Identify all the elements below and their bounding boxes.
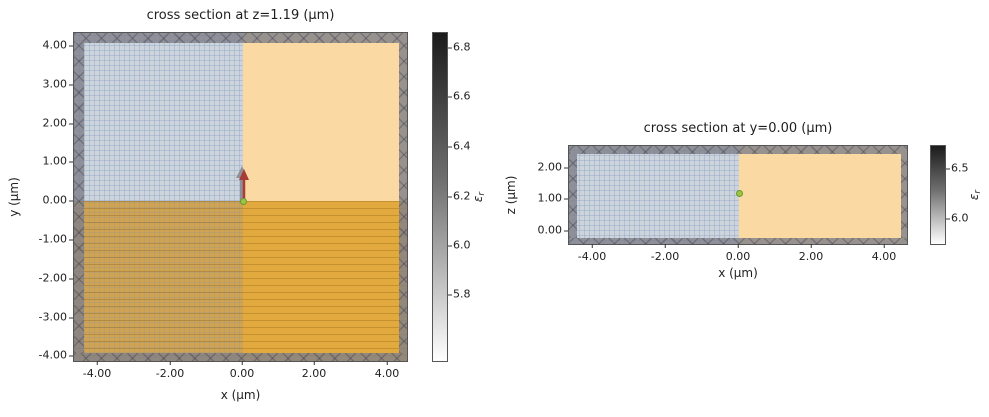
pml-left: [74, 43, 84, 353]
pml-bottom: [74, 353, 407, 361]
left-y-tick: 4.00: [25, 39, 73, 52]
left-x-axis-label: x (μm): [220, 388, 261, 402]
left-y-tick: -1.00: [25, 233, 73, 246]
left-cbar-tick: 6.0: [448, 238, 471, 252]
left-x-tick: -4.00: [82, 361, 112, 380]
epsilon-symbol: ε: [471, 195, 485, 203]
right-y-tick: 1.00: [520, 192, 568, 205]
epsilon-symbol: ε: [967, 193, 981, 201]
monitor-point-icon: [239, 198, 247, 205]
pml-left: [569, 154, 577, 238]
left-cbar-tick: 5.8: [448, 287, 471, 301]
right-y-tick: 2.00: [520, 161, 568, 174]
pml-top: [569, 146, 907, 154]
left-x-tick: -2.00: [155, 361, 185, 380]
left-y-tick: -4.00: [25, 349, 73, 362]
left-x-tick: 2.00: [301, 361, 327, 380]
right-region-left-half: [569, 146, 739, 244]
right-colorbar-label: εr: [967, 190, 983, 200]
monitor-point-icon: [735, 190, 743, 197]
pml-bottom: [569, 238, 907, 244]
source-arrow-icon: [236, 166, 249, 201]
epsilon-subscript: r: [973, 189, 983, 194]
right-x-axis-label: x (μm): [718, 266, 758, 280]
right-x-tick: 4.00: [871, 244, 897, 263]
left-plot-axes: [73, 32, 408, 362]
right-region-right-half: [739, 146, 907, 244]
left-y-tick: -2.00: [25, 272, 73, 285]
left-x-tick: 4.00: [374, 361, 400, 380]
left-y-tick: 1.00: [25, 155, 73, 168]
right-cbar-tick: 6.0: [946, 211, 969, 225]
left-y-tick: 0.00: [25, 194, 73, 207]
epsilon-subscript: r: [477, 191, 487, 196]
left-cbar-tick: 6.4: [448, 139, 471, 153]
left-y-axis-label: y (μm): [7, 177, 21, 217]
left-x-tick: 0.00: [229, 361, 255, 380]
right-cbar-tick: 6.5: [946, 161, 969, 175]
pml-right: [901, 154, 907, 238]
left-cbar-tick: 6.2: [448, 189, 471, 203]
left-plot-title: cross section at z=1.19 (μm): [146, 8, 335, 23]
left-region-lower-left: [74, 201, 243, 361]
left-colorbar-label: εr: [471, 192, 487, 202]
left-region-upper-right: [243, 33, 407, 201]
pml-top: [74, 33, 407, 43]
right-plot-axes: [568, 145, 908, 245]
right-x-tick: 2.00: [798, 244, 824, 263]
right-y-tick: 0.00: [520, 224, 568, 237]
left-y-tick: 3.00: [25, 78, 73, 91]
left-y-tick: 2.00: [25, 117, 73, 130]
right-x-tick: -4.00: [577, 244, 607, 263]
left-colorbar: [432, 32, 448, 362]
pml-right: [399, 43, 407, 353]
right-x-tick: 0.00: [725, 244, 751, 263]
right-y-axis-label: z (μm): [504, 175, 518, 215]
left-cbar-tick: 6.8: [448, 40, 471, 54]
left-cbar-tick: 6.6: [448, 89, 471, 103]
right-colorbar: [930, 145, 946, 245]
right-plot-title: cross section at y=0.00 (μm): [643, 121, 833, 136]
left-region-upper-left: [74, 33, 243, 201]
left-region-lower-right: [243, 201, 407, 361]
right-x-tick: -2.00: [650, 244, 680, 263]
left-y-tick: -3.00: [25, 311, 73, 324]
